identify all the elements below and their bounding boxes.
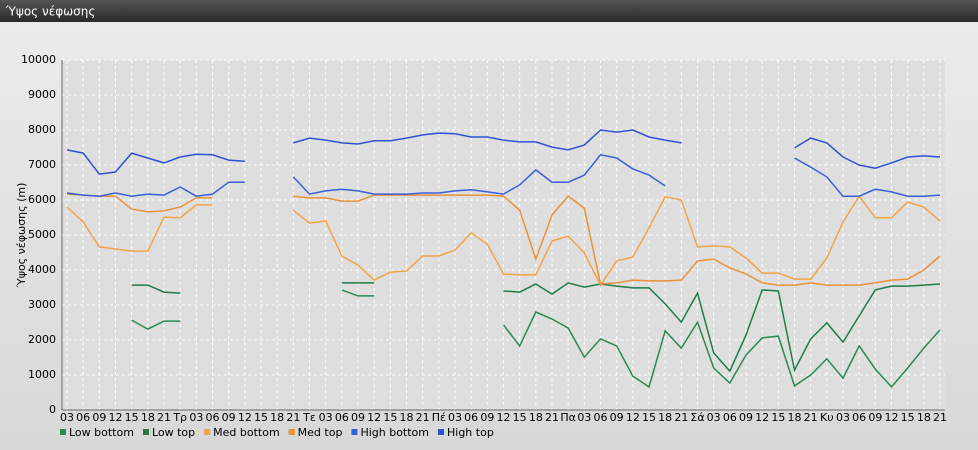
legend-swatch xyxy=(60,429,66,435)
legend-label: High bottom xyxy=(360,426,429,439)
series-line xyxy=(131,282,941,373)
x-tick-label: 12 xyxy=(109,411,123,424)
legend-label: High top xyxy=(447,426,494,439)
y-tick-label: 9000 xyxy=(28,88,56,101)
x-tick-label: 09 xyxy=(351,411,365,424)
y-tick-label: 6000 xyxy=(28,193,56,206)
x-tick-label: 06 xyxy=(852,411,866,424)
legend-swatch xyxy=(288,429,295,435)
series-line xyxy=(66,129,941,175)
x-tick-label: 09 xyxy=(222,411,236,424)
x-tick-label: Σά xyxy=(690,411,704,424)
x-tick-label: 18 xyxy=(270,411,284,424)
y-tick-label: 4000 xyxy=(28,263,56,276)
x-tick-label: 06 xyxy=(76,411,90,424)
x-tick-label: 18 xyxy=(529,411,543,424)
legend-swatch xyxy=(142,429,149,435)
x-tick-label: 03 xyxy=(60,411,74,424)
x-tick-label: 03 xyxy=(189,411,203,424)
x-tick-label: 18 xyxy=(788,411,802,424)
x-tick-label: 09 xyxy=(92,411,106,424)
legend-swatch xyxy=(438,429,444,435)
series-line xyxy=(131,289,941,389)
x-tick-label: Πα xyxy=(560,411,576,424)
legend-swatch xyxy=(204,429,211,435)
x-tick-label: 18 xyxy=(658,411,672,424)
x-tick-label: Κυ xyxy=(820,411,834,424)
x-tick-label: Τε xyxy=(302,411,316,424)
title-bar xyxy=(0,0,978,22)
x-tick-label: Τρ xyxy=(172,411,187,424)
x-tick-label: 21 xyxy=(157,411,171,424)
x-tick-label: 06 xyxy=(594,411,608,424)
y-tick-label: 3000 xyxy=(28,298,56,311)
chart-title: Ύψος νέφωσης xyxy=(5,5,95,19)
x-tick-label: 21 xyxy=(286,411,300,424)
x-tick-label: 12 xyxy=(755,411,769,424)
x-tick-label: 15 xyxy=(901,411,915,424)
x-tick-label: 15 xyxy=(642,411,656,424)
y-tick-label: 8000 xyxy=(28,123,56,136)
x-tick-label: 12 xyxy=(497,411,511,424)
x-tick-label: 21 xyxy=(804,411,818,424)
x-tick-label: 06 xyxy=(723,411,737,424)
x-tick-label: 06 xyxy=(206,411,220,424)
x-tick-label: 18 xyxy=(400,411,414,424)
x-tick-label: 18 xyxy=(141,411,155,424)
x-tick-label: 12 xyxy=(885,411,899,424)
x-tick-label: 15 xyxy=(125,411,139,424)
legend-label: Med top xyxy=(298,426,343,439)
x-tick-label: 03 xyxy=(707,411,721,424)
y-tick-label: 1000 xyxy=(28,368,56,381)
x-tick-label: 06 xyxy=(464,411,478,424)
x-tick-label: 12 xyxy=(238,411,252,424)
x-tick-label: 09 xyxy=(739,411,753,424)
x-tick-label: 03 xyxy=(448,411,462,424)
y-tick-label: 10000 xyxy=(21,53,56,66)
y-tick-label: 5000 xyxy=(28,228,56,241)
x-tick-label: 15 xyxy=(254,411,268,424)
x-tick-label: 09 xyxy=(610,411,624,424)
x-tick-label: 06 xyxy=(335,411,349,424)
legend-label: Med bottom xyxy=(213,426,280,439)
x-tick-label: 12 xyxy=(367,411,381,424)
x-tick-label: 21 xyxy=(545,411,559,424)
x-tick-label: 09 xyxy=(868,411,882,424)
x-tick-label: 15 xyxy=(383,411,397,424)
series-line xyxy=(66,194,941,287)
x-tick-label: 09 xyxy=(480,411,494,424)
y-tick-label: 0 xyxy=(49,403,56,416)
x-tick-label: 12 xyxy=(626,411,640,424)
y-tick-label: 7000 xyxy=(28,158,56,171)
x-tick-label: Πέ xyxy=(432,411,446,424)
x-tick-label: 21 xyxy=(674,411,688,424)
x-tick-label: 03 xyxy=(319,411,333,424)
x-tick-label: 18 xyxy=(917,411,931,424)
x-tick-label: 03 xyxy=(577,411,591,424)
x-tick-label: 03 xyxy=(836,411,850,424)
legend-label: Low bottom xyxy=(69,426,134,439)
series-line xyxy=(66,153,941,197)
x-tick-label: 21 xyxy=(416,411,430,424)
x-tick-label: 15 xyxy=(771,411,785,424)
legend-label: Low top xyxy=(152,426,195,439)
legend-swatch xyxy=(351,429,358,435)
x-tick-label: 15 xyxy=(513,411,527,424)
x-tick-label: 21 xyxy=(933,411,947,424)
y-axis-label: Ύψος νέφωσης (m) xyxy=(15,183,28,289)
y-tick-label: 2000 xyxy=(28,333,56,346)
